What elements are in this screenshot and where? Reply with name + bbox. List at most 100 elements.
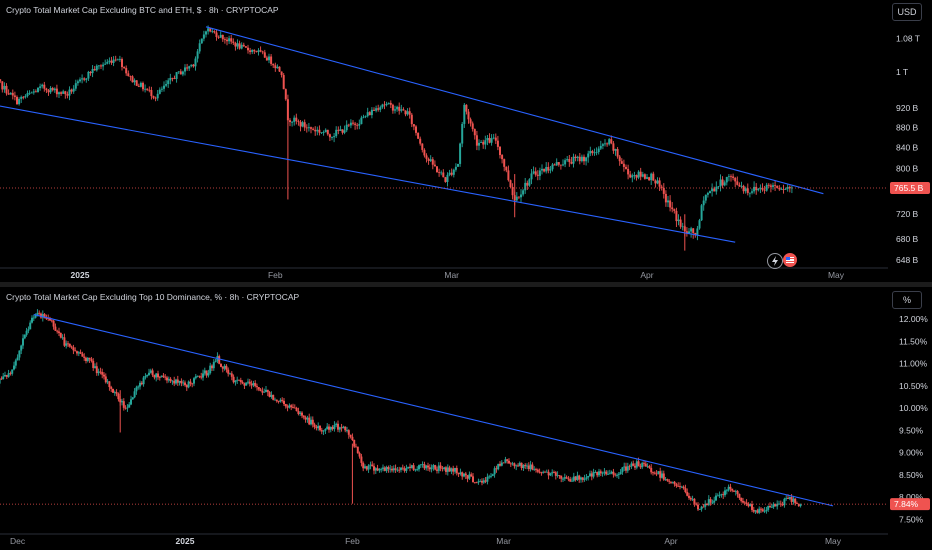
candle-body [7,373,10,377]
candle-body [459,143,462,164]
candle-body [576,475,579,480]
candle-body [396,469,399,471]
candle-body [754,510,757,512]
candle-body [633,175,636,176]
currency-button[interactable]: USD [892,3,922,21]
candle-body [299,412,302,414]
candle-body [278,66,281,72]
x-tick-label: Mar [496,536,511,546]
candle-body [381,104,384,108]
candle-body [403,468,406,471]
candle-body [299,121,302,127]
bottom-chart-pane[interactable]: Dec 2025 Feb Mar Apr May 12.00% 11.50% 11.00% 10.… [0,287,932,550]
candle-body [468,474,471,479]
candle-body [128,404,131,408]
candle-body [171,380,174,382]
candle-body [328,134,331,138]
candle-body [1,81,4,90]
candle-body [743,502,746,504]
percent-button[interactable]: % [892,291,922,309]
candle-body [158,377,161,378]
candle-body [725,490,728,492]
candle-body [481,480,483,483]
top-chart-pane[interactable]: 2025 Feb Mar Apr May 1.08 T 1 T 920 B 880 B 840 B… [0,0,932,282]
candle-body [656,180,659,184]
candle-body [702,506,705,508]
candle-body [85,357,87,361]
candle-body [530,173,533,180]
pane-separator[interactable] [0,282,932,287]
candle-body [232,376,235,383]
candle-body [268,392,271,397]
candle-body [11,92,14,96]
candle-body [446,467,449,472]
candle-body [465,104,468,112]
candle-body [184,382,186,386]
candle-body [160,375,163,378]
candle-body [738,184,741,187]
candle-body [344,426,347,431]
candle-body [121,401,123,403]
candle-body [467,111,470,120]
candle-body [308,417,311,425]
candle-body [637,461,640,467]
candle-body [166,377,168,381]
candle-body [448,172,451,175]
candle-body [194,58,197,67]
candle-body [585,157,588,162]
candle-body [770,506,773,508]
candle-body [753,186,756,192]
candle-body [358,124,361,126]
candle-body [193,378,195,384]
candle-body [734,177,737,182]
candle-body [520,462,523,468]
candle-body [622,163,625,167]
candle-body [153,375,156,378]
candle-body [551,472,554,474]
candle-body [668,480,671,482]
x-tick-label: Mar [444,270,459,280]
x-tick-label: Apr [640,270,653,280]
candle-body [511,463,514,465]
candle-body [461,123,464,144]
candle-body [104,63,107,65]
candle-body [494,137,497,141]
candle-body [369,464,372,466]
candle-body [507,170,510,181]
candle-body [566,159,569,161]
us-flag-icon[interactable] [783,253,797,267]
candle-body [110,387,113,389]
candle-body [513,463,516,467]
candle-body [284,404,287,407]
candle-body [68,343,71,347]
x-tick-label: Apr [664,536,677,546]
candle-body [43,314,46,319]
candle-body [346,430,348,431]
candle-body [749,504,752,507]
candle-body [499,463,501,466]
candle-body [232,41,235,43]
candle-body [461,472,464,477]
candle-body [131,397,134,400]
candle-body [747,503,750,507]
candle-body [266,389,269,393]
candle-body [490,475,492,477]
candle-body [81,353,84,357]
top-chart-canvas[interactable]: 2025 Feb Mar Apr May 1.08 T 1 T 920 B 880 B 840 B… [0,0,932,282]
candle-body [492,137,495,139]
candle-body [722,494,725,496]
candle-body [610,139,613,144]
candle-body [310,419,312,425]
candle-body [691,498,694,500]
candle-body [240,44,243,49]
lightning-icon[interactable] [767,253,783,269]
candle-body [423,464,426,469]
candle-body [81,78,84,80]
candle-body [679,219,682,227]
bottom-chart-canvas[interactable]: Dec 2025 Feb Mar Apr May 12.00% 11.50% 11.00% 10.… [0,287,932,550]
candle-body [77,352,80,354]
candle-body [160,88,163,90]
candle-body [129,76,132,77]
candle-body [463,473,465,477]
candle-body [256,386,258,388]
